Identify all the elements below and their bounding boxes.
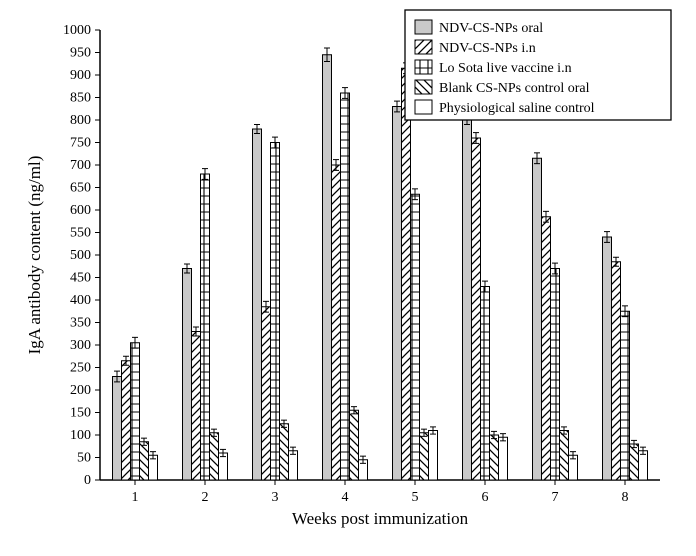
bar-s2 [192, 332, 201, 481]
bar-s1 [533, 158, 542, 480]
legend-label: Blank CS-NPs control oral [439, 81, 590, 96]
bar-s2 [122, 361, 131, 480]
bar-s4 [140, 442, 149, 480]
x-tick-label: 7 [552, 490, 559, 505]
bar-s5 [499, 437, 508, 480]
y-tick-label: 50 [77, 451, 91, 466]
bar-s2 [262, 307, 271, 480]
y-tick-label: 500 [70, 248, 91, 263]
bar-s2 [332, 165, 341, 480]
bar-s2 [612, 262, 621, 480]
y-tick-label: 950 [70, 46, 91, 61]
legend-label: Lo Sota live vaccine i.n [439, 61, 572, 76]
y-tick-label: 100 [70, 428, 91, 443]
legend-swatch [415, 40, 432, 54]
bar-s3 [621, 311, 630, 480]
y-tick-label: 650 [70, 181, 91, 196]
x-tick-label: 3 [272, 490, 279, 505]
bar-s5 [429, 431, 438, 481]
y-tick-label: 700 [70, 158, 91, 173]
legend-label: NDV-CS-NPs i.n [439, 41, 536, 56]
bar-s3 [271, 143, 280, 481]
y-tick-label: 250 [70, 361, 91, 376]
y-tick-label: 150 [70, 406, 91, 421]
bar-s1 [463, 120, 472, 480]
y-axis-label: IgA antibody content (ng/ml) [25, 156, 44, 355]
y-tick-label: 450 [70, 271, 91, 286]
x-tick-label: 2 [202, 490, 209, 505]
y-tick-label: 300 [70, 338, 91, 353]
bar-s3 [411, 194, 420, 480]
y-tick-label: 1000 [63, 23, 91, 38]
bar-s4 [280, 424, 289, 480]
bar-s3 [341, 93, 350, 480]
bar-s1 [603, 237, 612, 480]
bar-s1 [183, 269, 192, 481]
y-tick-label: 200 [70, 383, 91, 398]
bar-s3 [481, 287, 490, 481]
legend-swatch [415, 20, 432, 34]
bar-s4 [210, 433, 219, 480]
y-tick-label: 900 [70, 68, 91, 83]
y-tick-label: 550 [70, 226, 91, 241]
bar-s4 [490, 435, 499, 480]
y-tick-label: 600 [70, 203, 91, 218]
y-tick-label: 350 [70, 316, 91, 331]
bar-s1 [323, 55, 332, 480]
legend-label: Physiological saline control [439, 101, 595, 116]
x-axis-label: Weeks post immunization [292, 509, 469, 528]
y-tick-label: 800 [70, 113, 91, 128]
y-tick-label: 0 [84, 473, 91, 488]
bar-s1 [113, 377, 122, 481]
x-tick-label: 1 [132, 490, 139, 505]
legend-swatch [415, 80, 432, 94]
bar-s4 [560, 431, 569, 481]
y-tick-label: 750 [70, 136, 91, 151]
bar-s1 [253, 129, 262, 480]
bar-s3 [551, 269, 560, 481]
bar-s3 [201, 174, 210, 480]
y-tick-label: 850 [70, 91, 91, 106]
bar-s5 [289, 451, 298, 480]
legend-label: NDV-CS-NPs oral [439, 21, 543, 36]
bar-s5 [639, 451, 648, 480]
iga-antibody-chart: 0 50 100 150 200 250 300 350 400 450 500 550 600 650 7… [0, 0, 696, 556]
bar-s4 [420, 433, 429, 480]
bar-s2 [542, 217, 551, 480]
x-tick-label: 5 [412, 490, 419, 505]
x-tick-label: 4 [342, 490, 349, 505]
bar-s2 [472, 138, 481, 480]
y-tick-label: 400 [70, 293, 91, 308]
x-tick-label: 8 [622, 490, 629, 505]
bar-s3 [131, 343, 140, 480]
legend-swatch [415, 100, 432, 114]
legend-swatch [415, 60, 432, 74]
bar-s4 [630, 444, 639, 480]
x-tick-label: 6 [482, 490, 489, 505]
bar-s2 [402, 68, 411, 480]
bar-s4 [350, 410, 359, 480]
bar-s1 [393, 107, 402, 481]
